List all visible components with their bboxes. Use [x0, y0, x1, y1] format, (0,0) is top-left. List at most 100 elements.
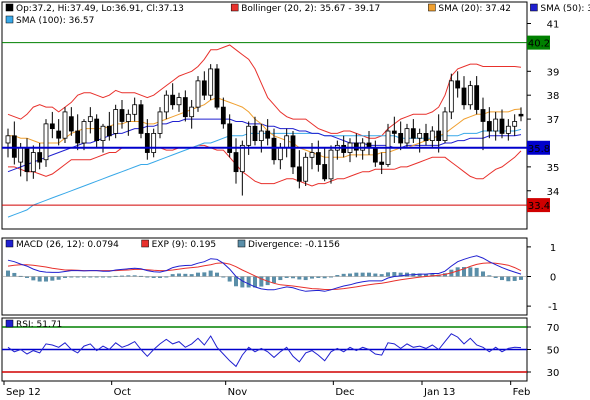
candle-body [49, 123, 55, 130]
hline-tag-label: 35.8 [528, 144, 550, 155]
divergence-bar [6, 270, 10, 277]
divergence-bar [373, 273, 378, 277]
candle-body [309, 152, 315, 158]
candle-body [87, 116, 93, 122]
candle-body [37, 152, 43, 163]
candle-body [341, 144, 347, 153]
candle-body [30, 152, 36, 173]
hline-tag [527, 35, 550, 50]
divergence-bar [424, 274, 428, 277]
candle-body [163, 94, 169, 113]
candle-body [448, 80, 454, 113]
candle-body [75, 130, 81, 144]
candle-body [144, 133, 150, 153]
y-tick-label: 30 [547, 368, 560, 379]
candle-body [201, 80, 207, 96]
divergence-bar [215, 272, 219, 277]
rsi-line [7, 333, 522, 368]
divergence-bar [234, 276, 238, 287]
divergence-bar [367, 272, 371, 277]
legend-swatch [5, 239, 14, 248]
candle-body [227, 123, 233, 153]
divergence-bar [25, 276, 29, 278]
hline-tag [527, 140, 550, 155]
bollinger-upper-line [7, 44, 522, 139]
candle-body [176, 97, 182, 106]
bollinger-lower-line [8, 144, 522, 187]
candle-body [125, 113, 131, 122]
divergence-bar [151, 276, 156, 278]
candle-body [100, 125, 106, 141]
x-tick-label: Nov [228, 387, 248, 398]
legend-swatch [5, 15, 14, 24]
divergence-bar [341, 273, 346, 277]
y-tick-label: 39 [547, 67, 560, 78]
candle-body [106, 125, 112, 137]
divergence-bar [392, 272, 397, 277]
divergence-bar [246, 276, 251, 288]
divergence-bar [202, 272, 207, 277]
divergence-bar [474, 267, 479, 277]
candle-body [417, 133, 423, 139]
divergence-bar [177, 273, 181, 277]
candle-body [68, 116, 74, 132]
candle-body [322, 164, 328, 180]
divergence-bar [240, 276, 245, 288]
divergence-bar [398, 272, 403, 277]
divergence-bar [196, 272, 200, 277]
divergence-bar [208, 270, 213, 277]
candle-body [233, 152, 239, 173]
divergence-bar [221, 276, 226, 278]
candle-body [208, 68, 214, 96]
divergence-bar [170, 274, 175, 277]
candle-body [512, 121, 518, 127]
hline-tag-label: 40.2 [528, 39, 550, 50]
candle-body [493, 118, 499, 132]
candle-body [151, 133, 157, 153]
legend-swatch [428, 3, 436, 12]
candle-body [499, 118, 505, 134]
y-tick-label: 37 [547, 115, 560, 126]
divergence-bar [481, 271, 485, 277]
divergence-bar [519, 276, 523, 280]
candle-body [455, 80, 461, 89]
legend-swatch [237, 239, 246, 248]
candle-body [132, 104, 138, 115]
divergence-bar [253, 276, 257, 288]
candle-body [24, 147, 30, 173]
y-tick-label: 41 [547, 20, 560, 31]
candle-body [290, 135, 296, 168]
x-tick-label: Oct [114, 387, 131, 398]
divergence-bar [44, 276, 48, 282]
y-tick-label: 50 [547, 346, 560, 357]
divergence-bar [303, 276, 308, 281]
legend-label: SMA (50): 36.35 [540, 4, 590, 14]
macd-line [7, 255, 522, 292]
legend-label: Op:37.2, Hi:37.49, Lo:36.91, Cl:37.13 [16, 4, 184, 14]
divergence-bar [297, 276, 302, 280]
candle-body [182, 97, 188, 118]
candle-body [486, 121, 492, 132]
y-tick-label: 34 [547, 187, 560, 198]
divergence-bar [31, 276, 36, 281]
divergence-bar [348, 273, 352, 277]
divergence-bar [329, 276, 333, 278]
y-tick-label: -1 [548, 302, 558, 313]
divergence-bar [145, 276, 150, 278]
candle-body [157, 111, 163, 134]
divergence-bar [506, 276, 511, 282]
candle-body [62, 111, 68, 139]
divergence-bar [322, 276, 327, 279]
divergence-bar [75, 276, 80, 278]
divergence-bar [379, 274, 384, 277]
candle-body [296, 166, 302, 182]
sma50-line [7, 118, 522, 173]
divergence-bar [227, 276, 232, 282]
divergence-bar [500, 276, 504, 281]
candle-body [258, 130, 264, 141]
candle-body [505, 125, 511, 134]
y-tick-label: 70 [547, 323, 560, 334]
divergence-bar [354, 272, 359, 277]
divergence-bar [468, 267, 473, 277]
